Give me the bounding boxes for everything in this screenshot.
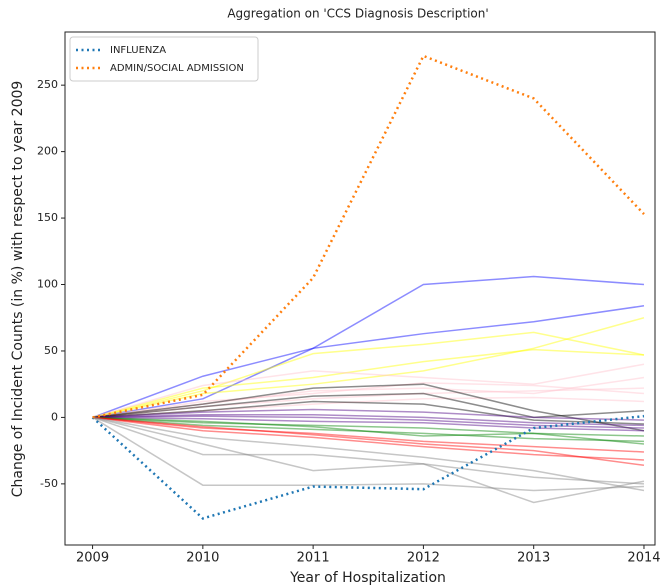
y-tick-label: 250: [37, 78, 58, 91]
series-line: [92, 416, 644, 432]
y-axis-label: Change of Incident Counts (in %) with re…: [10, 81, 26, 498]
x-tick-label: 2009: [76, 551, 109, 566]
series-line: [92, 408, 644, 421]
x-tick-label: 2011: [297, 551, 330, 566]
x-tick-label: 2013: [517, 551, 550, 566]
series-line: [92, 414, 644, 427]
series-line: [92, 416, 645, 485]
chart-title: Aggregation on 'CCS Diagnosis Descriptio…: [227, 7, 488, 21]
series-line: [92, 363, 645, 419]
plot-frame: [64, 31, 656, 546]
x-axis-label: Year of Hospitalization: [289, 570, 446, 586]
series-line: [92, 348, 645, 419]
series-line: [92, 416, 644, 492]
series-line: [92, 305, 645, 419]
series-line: [92, 416, 645, 504]
y-tick-label: -50: [40, 477, 58, 490]
series-line: [92, 416, 645, 461]
y-tick-label: 150: [37, 211, 58, 224]
series-line: [92, 416, 645, 453]
series-line: [92, 415, 644, 429]
x-tick-label: 2010: [186, 551, 219, 566]
series-line: [92, 387, 644, 419]
series-line: [92, 400, 644, 425]
legend-label: INFLUENZA: [110, 45, 166, 56]
series-line: [92, 396, 644, 419]
x-tick-label: 2012: [407, 551, 440, 566]
series-line: [92, 392, 645, 419]
y-tick-label: 200: [37, 145, 58, 158]
series-line: [92, 331, 645, 419]
series-line: [92, 382, 645, 419]
series-line: [92, 275, 645, 419]
series-line: [92, 383, 645, 432]
legend-label: ADMIN/SOCIAL ADMISSION: [110, 63, 244, 74]
legend-box: [69, 36, 259, 82]
series-line: [92, 376, 645, 419]
y-tick-label: 100: [37, 278, 58, 291]
y-tick-label: 50: [44, 344, 58, 357]
series-line: [92, 416, 645, 445]
y-tick-label: 0: [51, 410, 58, 423]
series-line: [92, 416, 644, 443]
series-line: [92, 54, 645, 419]
series-line: [92, 416, 645, 492]
x-tick-label: 2014: [627, 551, 660, 566]
series-line: [92, 416, 645, 467]
series-line: [92, 416, 644, 437]
series-line: [91, 414, 645, 520]
